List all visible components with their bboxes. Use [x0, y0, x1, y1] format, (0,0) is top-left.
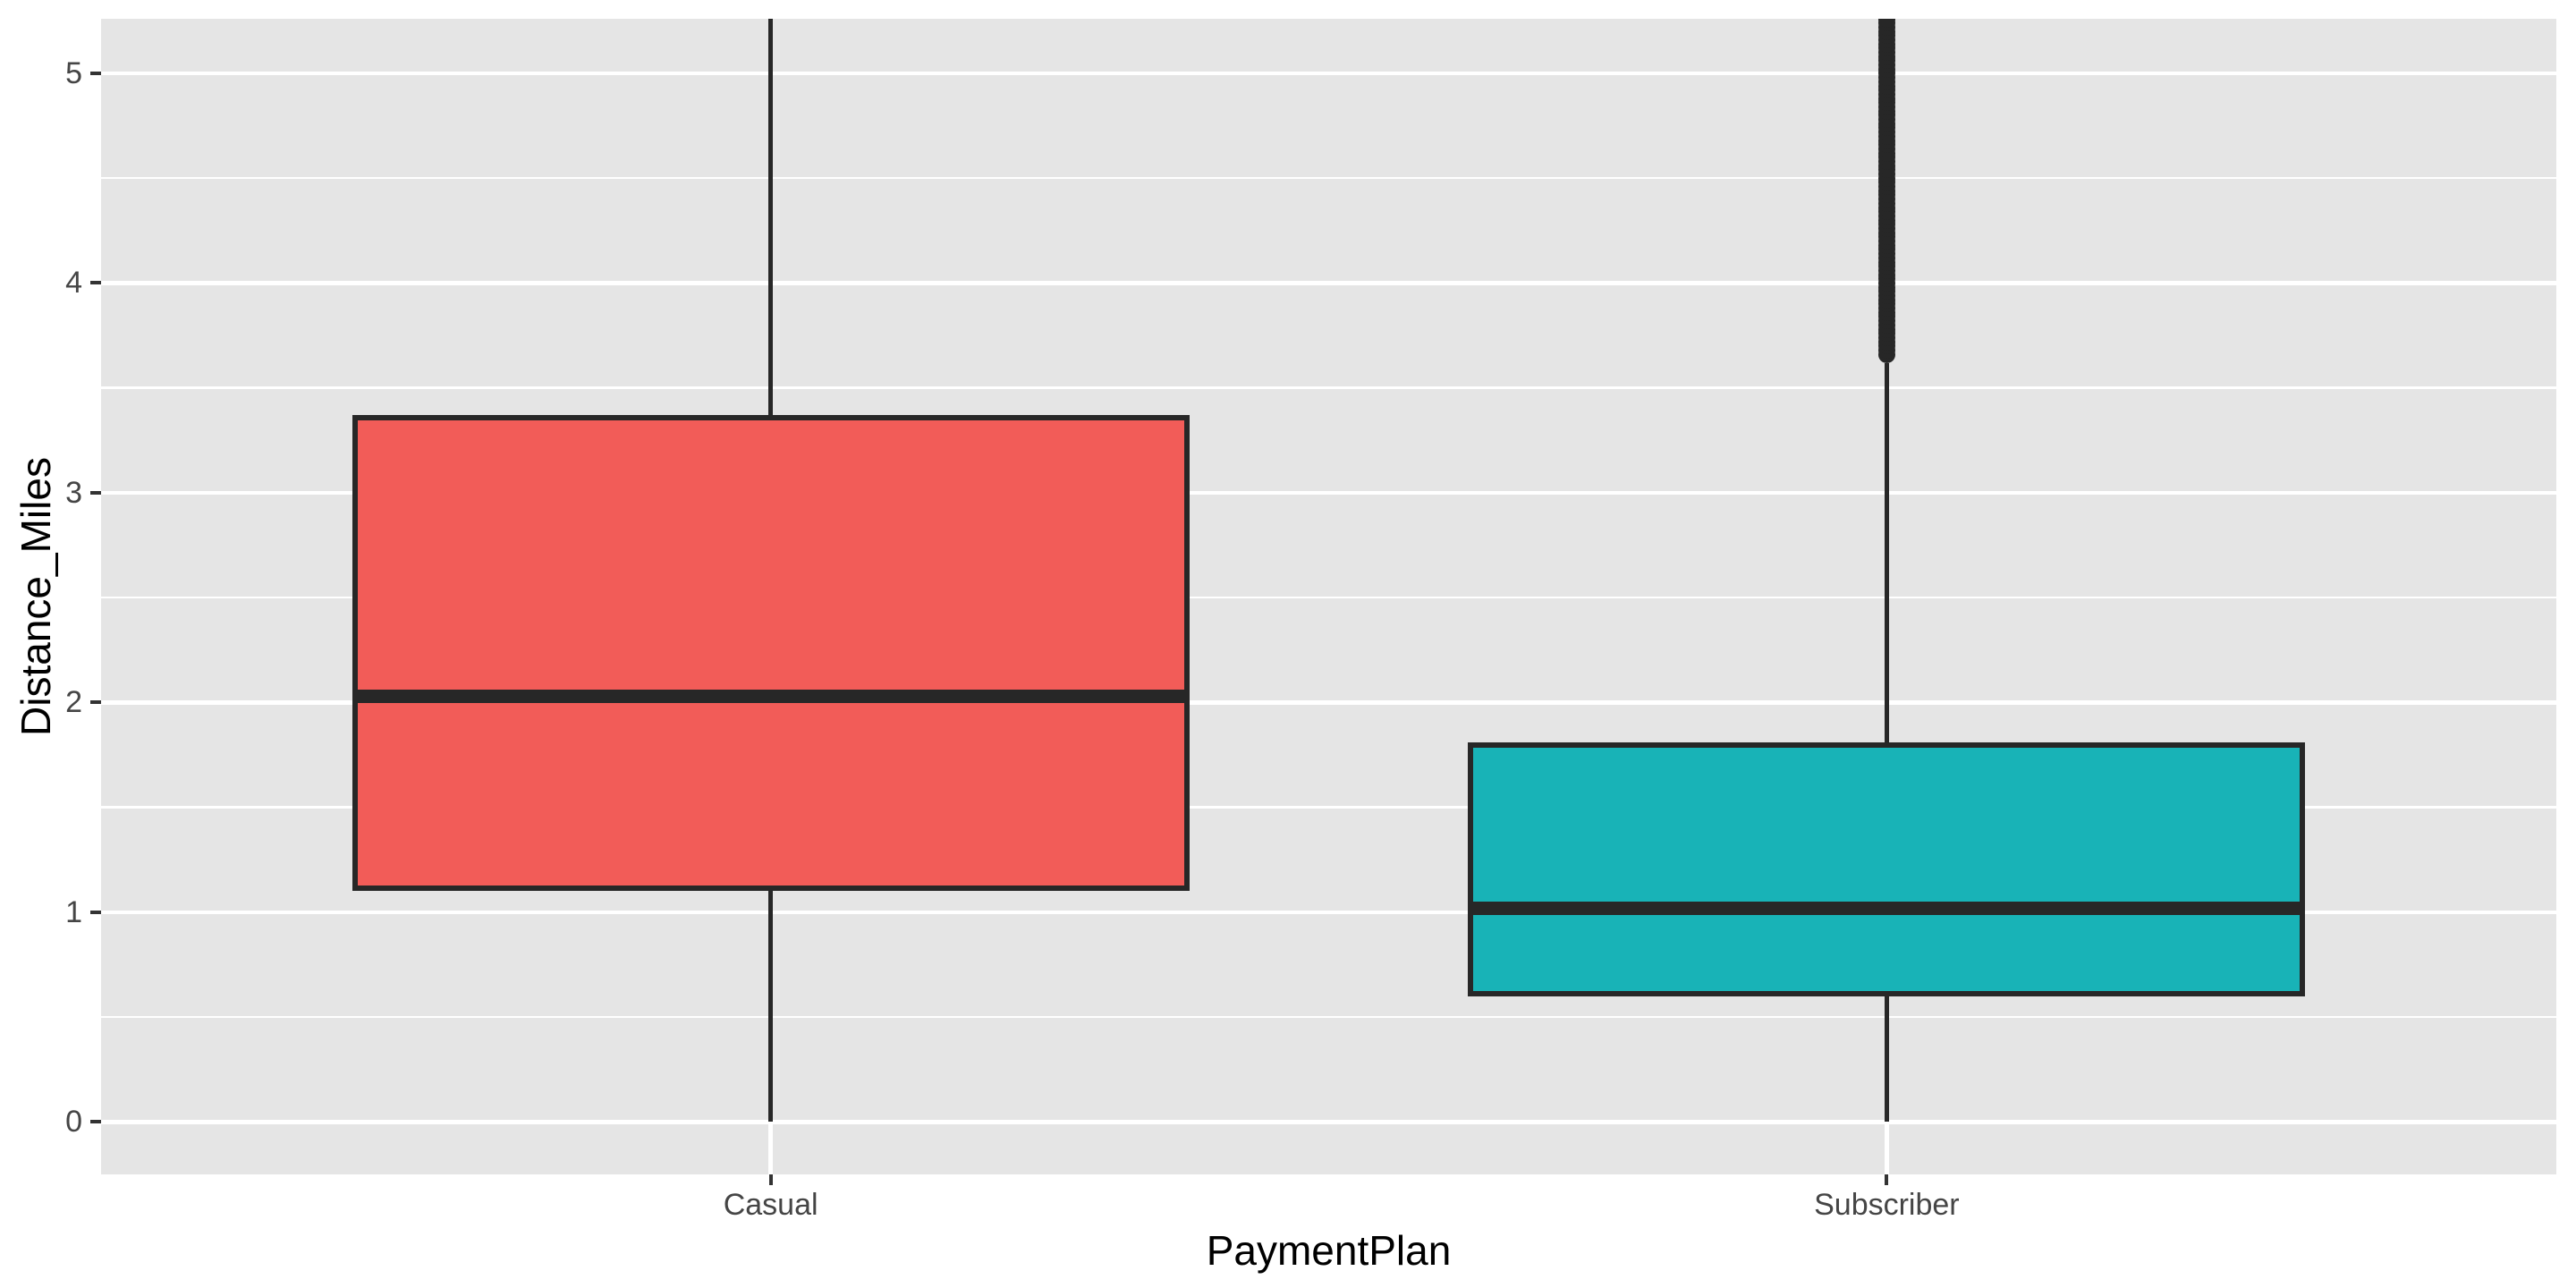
whisker-lower-subscriber	[1884, 996, 1889, 1123]
x-axis-title: PaymentPlan	[1206, 1227, 1452, 1274]
h-gridline-minor	[101, 176, 2556, 180]
y-tick-label: 2	[65, 685, 82, 720]
h-gridline-major	[101, 910, 2556, 915]
y-tick-label: 0	[65, 1105, 82, 1140]
x-tick-label: Casual	[723, 1188, 818, 1222]
y-tick-mark	[90, 71, 101, 75]
median-line-subscriber	[1468, 901, 2306, 915]
x-tick-label: Subscriber	[1814, 1188, 1960, 1222]
median-line-casual	[352, 689, 1190, 703]
y-tick-label: 5	[65, 55, 82, 90]
x-tick-mark	[768, 1174, 773, 1185]
h-gridline-major	[101, 1120, 2556, 1124]
whisker-upper-casual	[768, 19, 774, 416]
y-tick-label: 4	[65, 266, 82, 301]
plot-panel	[101, 19, 2556, 1174]
box-subscriber	[1468, 741, 2306, 996]
x-tick-mark	[1885, 1174, 1889, 1185]
h-gridline-minor	[101, 806, 2556, 809]
y-tick-mark	[90, 490, 101, 495]
h-gridline-major	[101, 71, 2556, 76]
h-gridline-major	[101, 700, 2556, 705]
y-tick-label: 1	[65, 894, 82, 929]
y-tick-label: 3	[65, 475, 82, 510]
y-tick-mark	[90, 1120, 101, 1124]
y-tick-mark	[90, 700, 101, 705]
h-gridline-minor	[101, 1015, 2556, 1019]
h-gridline-major	[101, 490, 2556, 496]
h-gridline-minor	[101, 386, 2556, 389]
h-gridline-major	[101, 281, 2556, 285]
outlier-dot	[1877, 19, 1895, 28]
h-gridline-minor	[101, 596, 2556, 599]
y-tick-mark	[90, 910, 101, 914]
whisker-lower-casual	[768, 891, 774, 1123]
box-casual	[352, 415, 1190, 892]
whisker-upper-subscriber	[1884, 362, 1889, 742]
y-tick-mark	[90, 281, 101, 285]
